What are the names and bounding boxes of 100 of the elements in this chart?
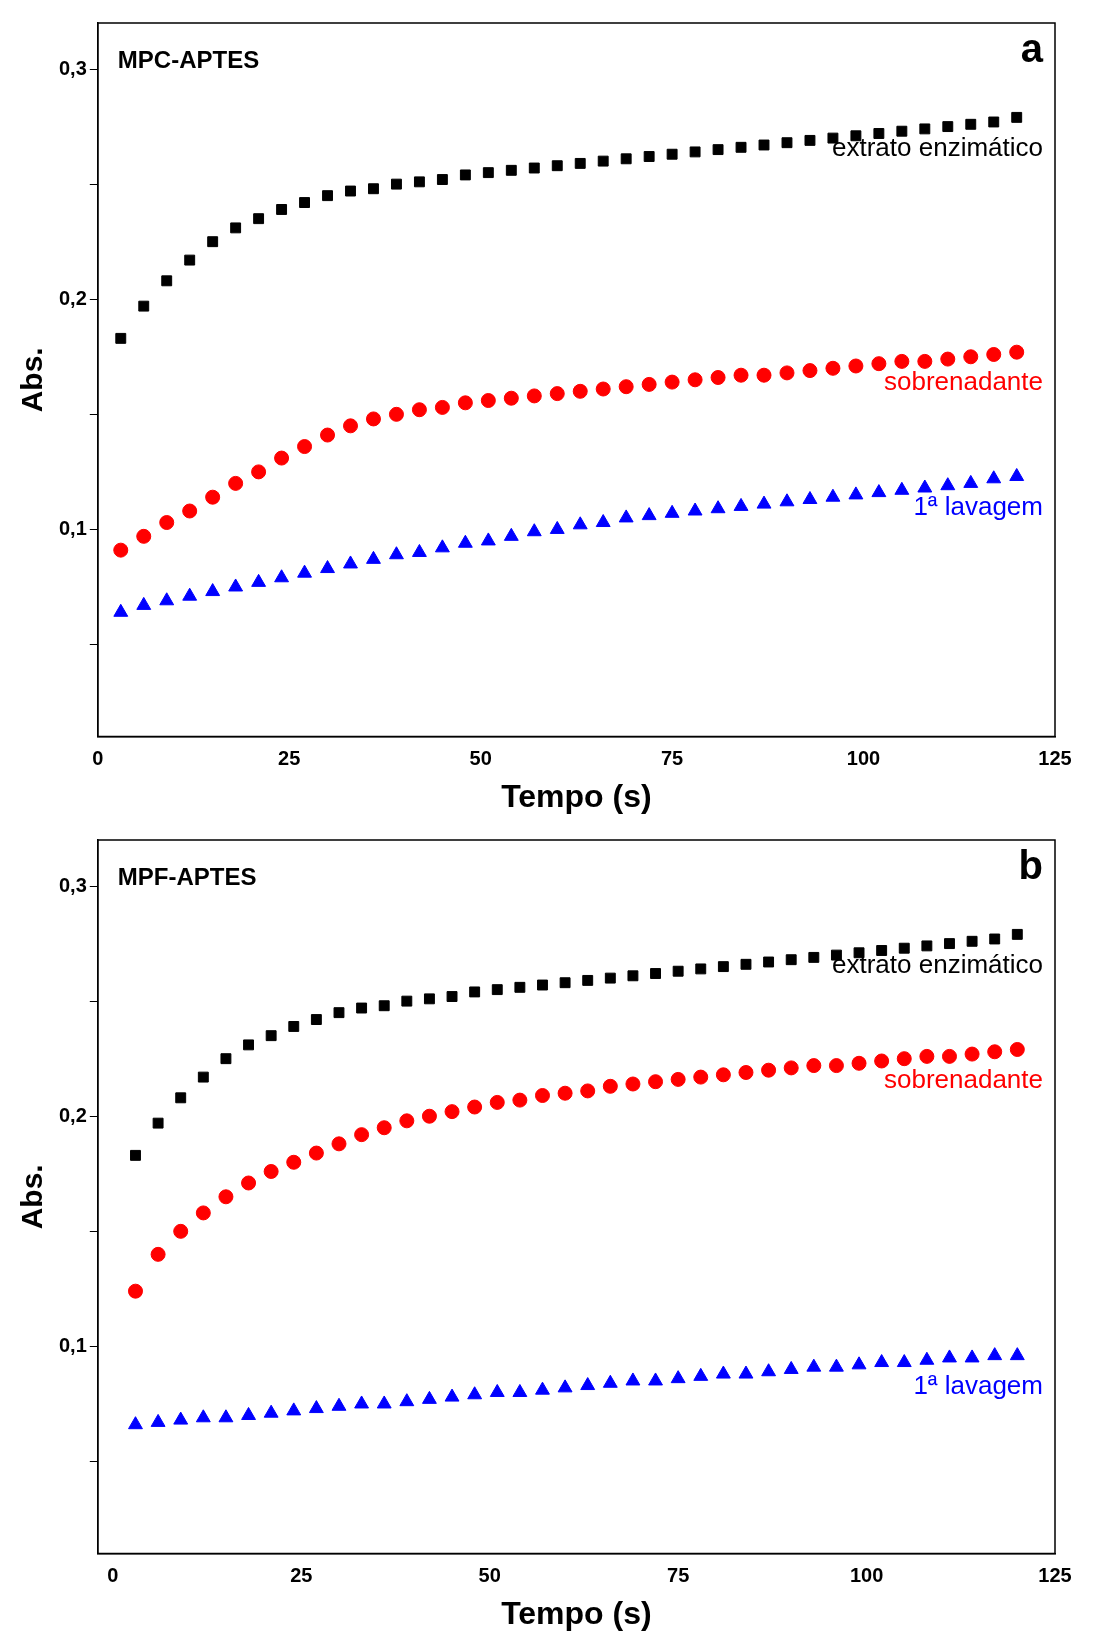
point — [963, 349, 979, 365]
point — [942, 1349, 957, 1363]
point — [917, 479, 933, 493]
point — [310, 1014, 322, 1025]
x-tick-label: 100 — [849, 1564, 884, 1587]
point — [195, 1205, 211, 1221]
point — [944, 938, 955, 950]
point — [783, 1060, 799, 1076]
point — [378, 1000, 390, 1012]
point — [641, 507, 657, 521]
point — [399, 1393, 415, 1407]
point — [159, 592, 175, 606]
point — [627, 970, 639, 982]
point — [469, 986, 481, 998]
point — [848, 486, 864, 500]
point — [643, 151, 655, 162]
point — [625, 1076, 641, 1092]
x-axis-title: Tempo (s) — [501, 1594, 652, 1631]
point — [896, 1051, 912, 1067]
point — [411, 543, 427, 557]
point — [331, 1397, 347, 1411]
point — [549, 386, 565, 402]
point — [710, 500, 726, 514]
point — [894, 353, 910, 369]
point — [695, 963, 707, 975]
point — [871, 484, 887, 498]
point — [308, 1145, 324, 1161]
point — [557, 1085, 573, 1101]
point — [964, 1046, 980, 1062]
point — [228, 578, 244, 592]
point — [482, 167, 494, 179]
point — [785, 954, 797, 966]
point — [243, 1039, 254, 1051]
point — [848, 358, 864, 374]
point — [604, 972, 616, 984]
series-label: extrato enzimático — [832, 131, 1043, 162]
point — [389, 546, 404, 560]
point — [963, 474, 979, 488]
series-label: 1ª lavagem — [913, 490, 1043, 521]
point — [251, 573, 267, 587]
point — [825, 360, 841, 376]
point — [343, 418, 358, 434]
point — [715, 1067, 731, 1083]
y-tick-label: 0,1 — [58, 516, 87, 539]
point — [286, 1402, 302, 1416]
y-tick-label: 0,1 — [58, 1333, 87, 1356]
point — [127, 1283, 143, 1299]
point — [218, 1189, 234, 1205]
point — [964, 1349, 980, 1363]
point — [138, 300, 150, 312]
point — [220, 1053, 232, 1065]
point — [159, 515, 175, 531]
point — [828, 1058, 844, 1074]
point — [489, 1383, 505, 1397]
point — [687, 502, 703, 516]
point — [411, 402, 427, 418]
point — [618, 509, 634, 523]
series-label: sobrenadante — [883, 366, 1043, 397]
annotation: a — [1020, 26, 1044, 71]
point — [672, 965, 684, 977]
point — [467, 1386, 483, 1400]
point — [175, 1092, 187, 1104]
point — [687, 372, 703, 388]
point — [514, 981, 526, 993]
point — [602, 1078, 618, 1094]
point — [173, 1411, 189, 1425]
point — [693, 1069, 709, 1085]
point — [761, 1363, 777, 1377]
point — [297, 439, 313, 455]
point — [136, 528, 152, 544]
point — [322, 190, 333, 202]
point — [733, 367, 749, 383]
point — [161, 275, 173, 287]
point — [388, 406, 404, 422]
point — [551, 160, 563, 172]
point — [761, 1062, 777, 1078]
point — [986, 470, 1002, 484]
x-tick-label: 125 — [1038, 747, 1072, 770]
point — [152, 1117, 164, 1129]
x-axis-title: Tempo (s) — [501, 777, 652, 814]
y-tick-label: 0,3 — [58, 873, 87, 896]
point — [763, 956, 775, 968]
series-label: sobrenadante — [883, 1063, 1043, 1094]
x-tick-label: 75 — [661, 747, 684, 770]
point — [446, 991, 458, 1002]
point — [1009, 1347, 1025, 1361]
point — [580, 1083, 596, 1099]
point — [756, 495, 772, 509]
point — [113, 542, 129, 558]
point — [274, 569, 290, 583]
point — [965, 118, 977, 130]
point — [874, 1053, 890, 1069]
point — [228, 475, 244, 491]
point — [534, 1088, 550, 1104]
point — [436, 174, 448, 185]
point — [806, 1058, 822, 1074]
x-tick-label: 75 — [667, 1564, 690, 1587]
x-tick-label: 25 — [278, 747, 301, 770]
point — [343, 555, 358, 569]
point — [559, 977, 571, 989]
